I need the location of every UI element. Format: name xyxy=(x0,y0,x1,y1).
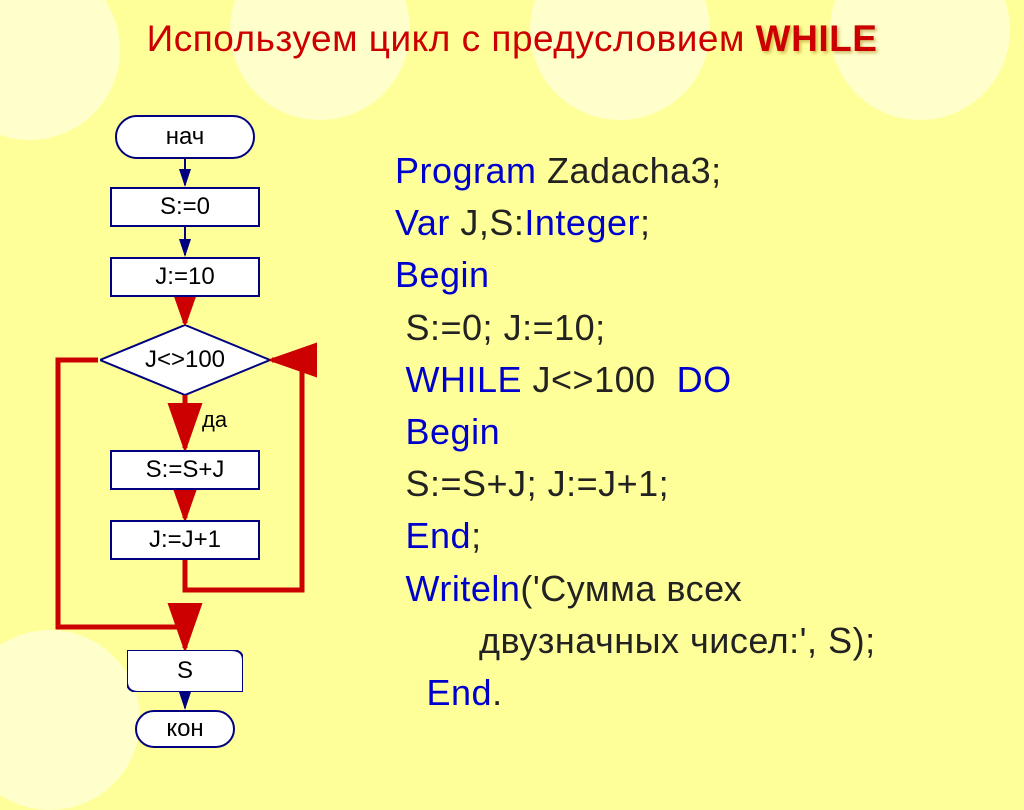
code-keyword: Writeln xyxy=(406,568,521,609)
flow-s0: S:=0 xyxy=(110,187,260,227)
code-keyword: Program xyxy=(395,150,537,191)
code-line: S:=0; J:=10; xyxy=(395,302,1005,354)
flow-end: кон xyxy=(135,710,235,748)
flow-cond-label: J<>100 xyxy=(145,346,225,374)
flow-cond: J<>100 xyxy=(100,325,270,395)
flow-jj1-label: J:=J+1 xyxy=(149,526,221,554)
code-keyword: DO xyxy=(677,359,732,400)
code-line: Begin xyxy=(395,406,1005,458)
code-line: WHILE J<>100 DO xyxy=(395,354,1005,406)
title-keyword: WHILE xyxy=(756,18,878,59)
code-keyword: Integer xyxy=(524,202,640,243)
code-keyword: Begin xyxy=(395,254,490,295)
code-text xyxy=(395,568,406,609)
flow-ssj-label: S:=S+J xyxy=(146,456,225,484)
flow-s0-label: S:=0 xyxy=(160,193,210,221)
flow-output: S xyxy=(127,650,243,692)
flowchart: нач S:=0 J:=10 J<>100 да S:=S+J J:=J+1 S… xyxy=(40,115,350,745)
code-text: J<>100 xyxy=(522,359,677,400)
code-keyword: Var xyxy=(395,202,450,243)
flow-jj1: J:=J+1 xyxy=(110,520,260,560)
code-line: End; xyxy=(395,510,1005,562)
code-text: S:=S+J; J:=J+1; xyxy=(395,463,669,504)
flow-output-label: S xyxy=(177,657,193,685)
flow-ssj: S:=S+J xyxy=(110,450,260,490)
code-text: S:=0; J:=10; xyxy=(395,307,606,348)
code-text xyxy=(395,359,406,400)
flow-j10-label: J:=10 xyxy=(155,263,214,291)
code-text: . xyxy=(492,672,503,713)
flow-start: нач xyxy=(115,115,255,159)
code-line: Program Zadacha3; xyxy=(395,145,1005,197)
title-prefix: Используем цикл с предусловием xyxy=(147,18,756,59)
code-keyword: End xyxy=(406,515,472,556)
code-text: ; xyxy=(471,515,482,556)
page-title: Используем цикл с предусловием WHILE xyxy=(0,18,1024,60)
code-text xyxy=(395,672,427,713)
code-text: двузначных чисел:', S); xyxy=(395,620,876,661)
code-line: Var J,S:Integer; xyxy=(395,197,1005,249)
code-keyword: Begin xyxy=(406,411,501,452)
pascal-code: Program Zadacha3;Var J,S:Integer;Begin S… xyxy=(395,145,1005,719)
code-keyword: WHILE xyxy=(406,359,523,400)
code-text: ; xyxy=(640,202,651,243)
code-text: Zadacha3; xyxy=(537,150,722,191)
code-line: Writeln('Сумма всех xyxy=(395,563,1005,615)
flow-end-label: кон xyxy=(166,715,203,743)
code-text xyxy=(395,515,406,556)
code-text: J,S: xyxy=(450,202,525,243)
code-keyword: End xyxy=(427,672,493,713)
flow-da-label: да xyxy=(202,407,227,433)
code-line: Begin xyxy=(395,249,1005,301)
code-text: ('Сумма всех xyxy=(520,568,742,609)
code-text xyxy=(395,411,406,452)
code-line: End. xyxy=(395,667,1005,719)
flow-j10: J:=10 xyxy=(110,257,260,297)
code-line: S:=S+J; J:=J+1; xyxy=(395,458,1005,510)
flow-start-label: нач xyxy=(166,123,205,151)
code-line: двузначных чисел:', S); xyxy=(395,615,1005,667)
